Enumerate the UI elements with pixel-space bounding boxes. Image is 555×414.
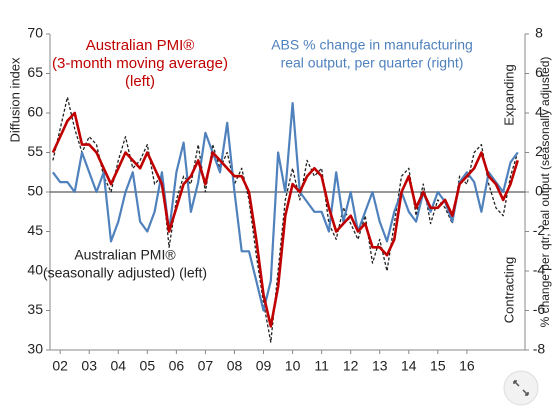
y2-axis-label: % change per qtr, real output (seasonall… xyxy=(538,57,552,328)
y2-tick-label: 0 xyxy=(535,183,543,199)
x-tick-label: 06 xyxy=(169,358,185,374)
y-tick-label: 55 xyxy=(27,143,43,159)
annotation: Australian PMI® xyxy=(74,247,176,263)
y-tick-label: 45 xyxy=(27,222,43,238)
x-tick-label: 09 xyxy=(256,358,272,374)
annotation: real output, per quarter (right) xyxy=(281,55,464,71)
y2-tick-label: -2 xyxy=(533,222,546,238)
y2-tick-label: -6 xyxy=(533,301,546,317)
x-tick-label: 07 xyxy=(198,358,214,374)
annotation: Expanding xyxy=(501,64,516,125)
y2-tick-label: 2 xyxy=(535,143,543,159)
series-line xyxy=(52,96,519,343)
x-tick-label: 12 xyxy=(343,358,359,374)
x-tick-label: 11 xyxy=(314,358,329,374)
expand-circle[interactable] xyxy=(503,370,539,406)
y2-tick-label: 8 xyxy=(535,25,543,41)
y2-tick-label: -8 xyxy=(533,341,546,357)
x-tick-label: 14 xyxy=(401,358,417,374)
x-tick-label: 08 xyxy=(227,358,243,374)
annotation: (3-month moving average) xyxy=(52,55,228,72)
y-tick-label: 60 xyxy=(27,104,43,120)
x-tick-label: 16 xyxy=(459,358,475,374)
y-axis-label: Diffusion index xyxy=(7,57,22,143)
expand-button[interactable] xyxy=(503,370,539,406)
series-line xyxy=(51,111,519,328)
y2-tick-label: -4 xyxy=(533,262,546,278)
y-tick-label: 30 xyxy=(27,341,43,357)
y-tick-label: 40 xyxy=(27,262,43,278)
y-tick-label: 50 xyxy=(27,183,43,199)
x-tick-label: 03 xyxy=(81,358,97,374)
y-tick-label: 35 xyxy=(27,301,43,317)
annotation: (seasonally adjusted) (left) xyxy=(43,265,207,281)
expand-icon[interactable] xyxy=(513,380,529,396)
y-tick-label: 65 xyxy=(27,64,43,80)
x-tick-label: 13 xyxy=(372,358,388,374)
annotation: Australian PMI® xyxy=(86,37,195,54)
x-tick-label: 04 xyxy=(110,358,126,374)
annotation: (left) xyxy=(125,73,155,90)
y2-tick-label: 6 xyxy=(535,64,543,80)
x-tick-label: 10 xyxy=(285,358,301,374)
y-tick-label: 70 xyxy=(27,25,43,41)
x-tick-label: 15 xyxy=(430,358,446,374)
x-tick-label: 05 xyxy=(140,358,156,374)
x-tick-label: 02 xyxy=(52,358,68,374)
annotation: Contracting xyxy=(501,257,516,323)
y2-tick-label: 4 xyxy=(535,104,543,120)
series-line xyxy=(52,102,519,312)
annotation: ABS % change in manufacturing xyxy=(271,37,473,53)
